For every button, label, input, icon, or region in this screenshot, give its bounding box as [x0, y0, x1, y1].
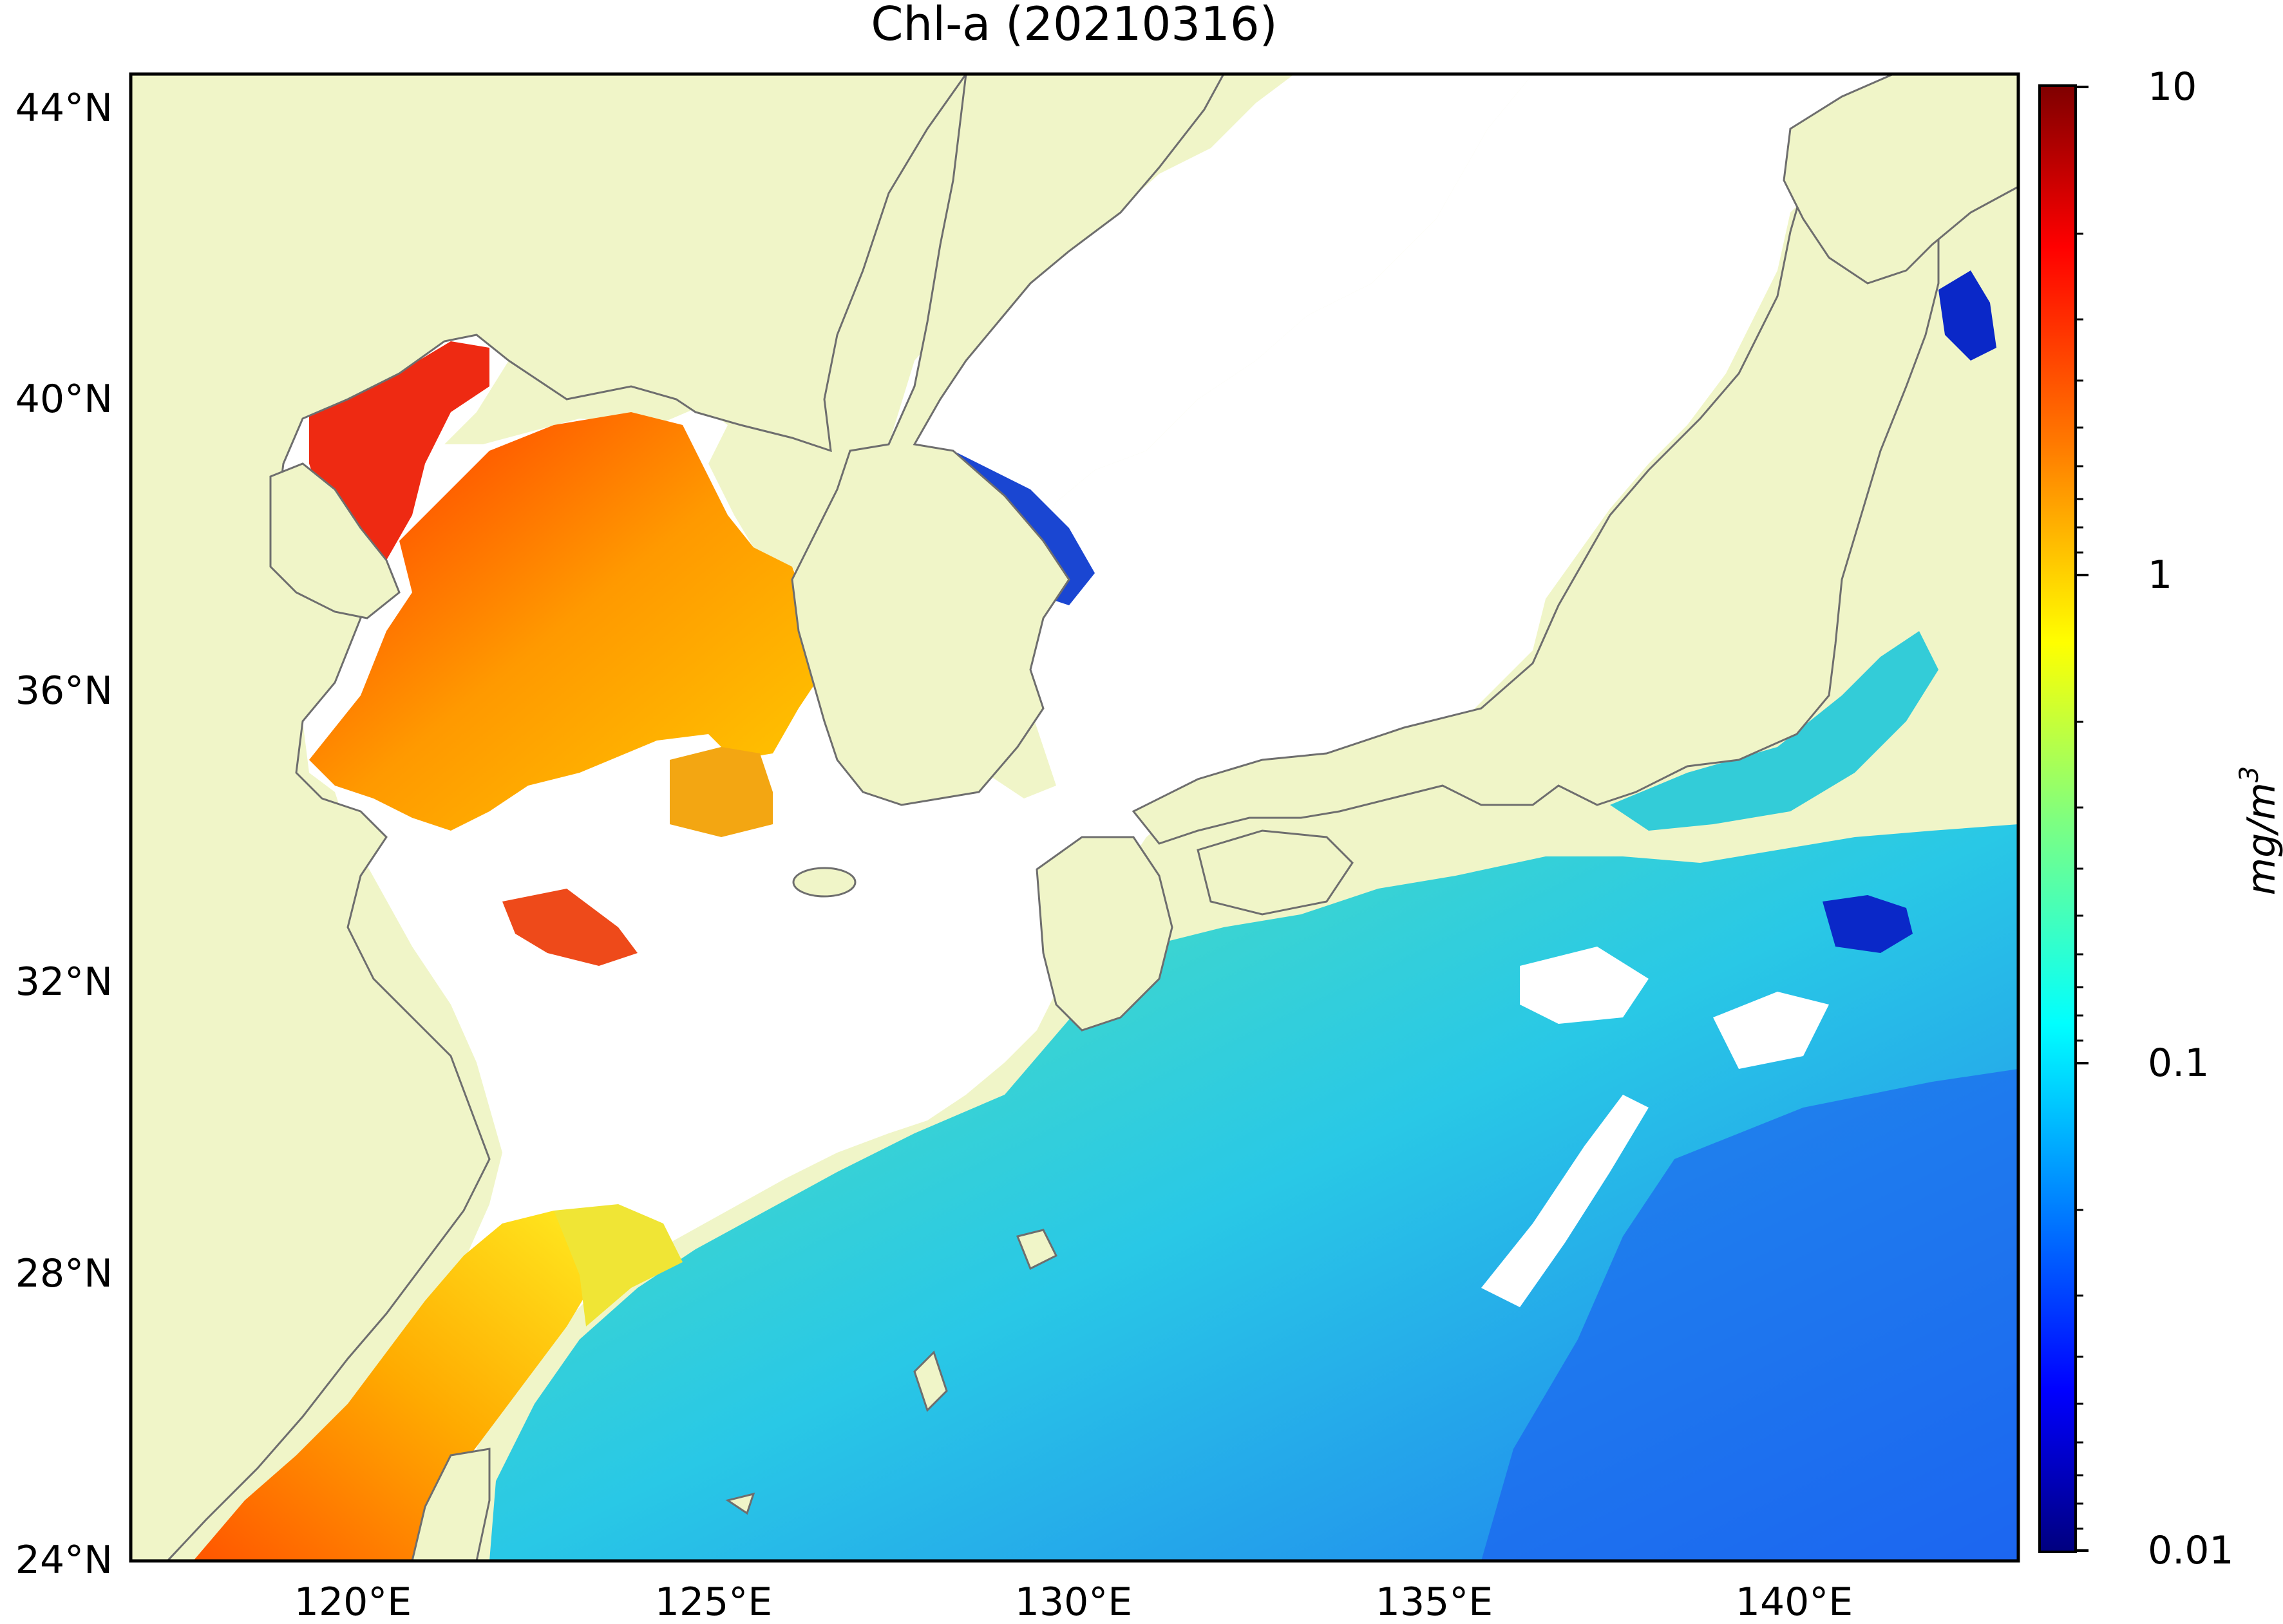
map-frame — [129, 72, 2020, 1563]
yellow-sea-patch-south — [670, 747, 773, 837]
hokkaido — [1783, 74, 2018, 285]
lat-label-32: 32°N — [15, 959, 113, 1005]
colorbar-tick-0.1: 0.1 — [2148, 1041, 2209, 1086]
map-title: Chl-a (20210316) — [871, 0, 1278, 51]
colorbar-unit-base: mg/m — [2239, 782, 2283, 895]
korean-peninsula — [791, 74, 1225, 806]
pacific-low-chl-region — [1481, 1069, 2018, 1561]
colorbar: 10 1 0.1 0.01 mg/m3 — [2038, 64, 2283, 1573]
ecs-yellow-band — [554, 1204, 683, 1327]
kyushu — [1036, 836, 1173, 1032]
ecs-coastal-high-chl — [193, 1211, 618, 1561]
sea-of-japan-nodata — [889, 74, 1533, 708]
colorbar-tick-labels: 10 1 0.1 0.01 — [2148, 64, 2234, 1573]
cloud-gap-3 — [1713, 992, 1829, 1069]
lat-label-36: 36°N — [15, 668, 113, 713]
hokkaido-offshore-patch — [1938, 270, 1996, 361]
lon-label-120: 120°E — [294, 1580, 412, 1624]
colorbar-tick-10: 10 — [2148, 64, 2197, 109]
lat-label-40: 40°N — [15, 377, 113, 422]
colorbar-unit-superscript: 3 — [2235, 766, 2264, 782]
yellow-sea-high-chl — [309, 412, 824, 831]
lon-label-135: 135°E — [1376, 1580, 1493, 1624]
cloud-gap-1 — [1481, 1095, 1649, 1307]
lon-label-140: 140°E — [1736, 1580, 1853, 1624]
honshu-coastal-chl — [1610, 631, 1938, 831]
shandong-peninsula — [269, 462, 401, 619]
lon-label-130: 130°E — [1015, 1580, 1132, 1624]
lat-label-28: 28°N — [15, 1251, 113, 1296]
colorbar-tick-1: 1 — [2148, 552, 2172, 598]
lon-label-125: 125°E — [655, 1580, 772, 1624]
honshu — [1132, 173, 1940, 845]
colorbar-unit-label: mg/m3 — [2235, 766, 2283, 896]
colorbar-minor-ticks — [2076, 232, 2083, 1530]
map-area — [131, 74, 2018, 1561]
bohai-high-chl — [309, 341, 489, 567]
shikoku — [1197, 829, 1354, 916]
lat-label-24: 24°N — [15, 1538, 113, 1583]
jeju-island — [792, 867, 857, 898]
honshu-dark-blue-patch — [1823, 895, 1913, 953]
colorbar-major-ticks — [2076, 86, 2089, 1552]
taiwan — [411, 1448, 491, 1561]
colorbar-gradient — [2038, 84, 2077, 1553]
longitude-axis: 120°E 125°E 130°E 135°E 140°E — [294, 1580, 1853, 1624]
colorbar-tick-0.01: 0.01 — [2148, 1528, 2234, 1573]
coastal-red-streaks — [502, 889, 638, 966]
ryukyu-islands — [725, 1229, 1058, 1515]
cloud-gap-2 — [1520, 947, 1649, 1024]
lat-label-44: 44°N — [15, 86, 113, 131]
latitude-axis: 44°N 40°N 36°N 32°N 28°N 24°N — [15, 86, 113, 1583]
